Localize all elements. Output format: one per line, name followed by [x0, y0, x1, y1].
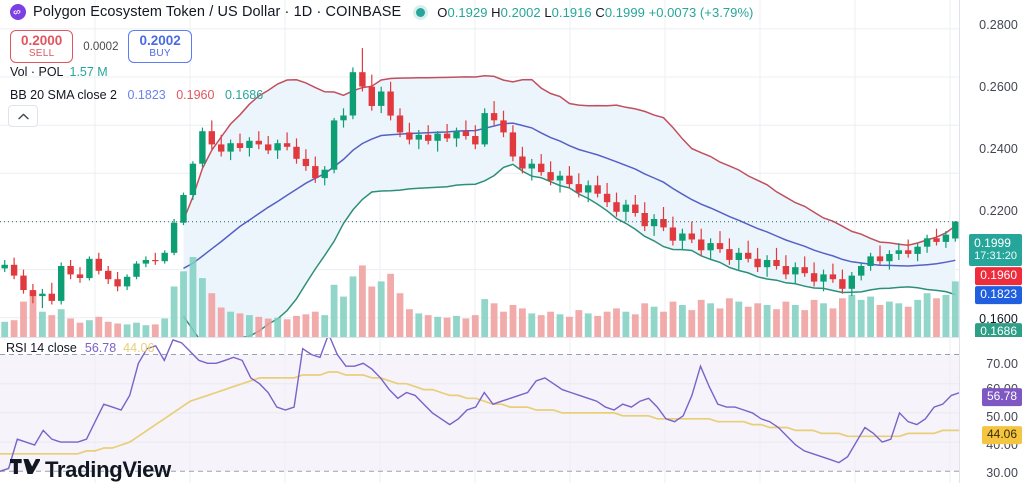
bb-upper-badge[interactable]: 0.1960	[975, 267, 1022, 285]
axis-divider	[959, 0, 960, 483]
tradingview-logo-icon	[10, 457, 41, 481]
price-axis[interactable]: 0.2800 0.2600 0.2400 0.2200 0.1600 0.199…	[960, 0, 1024, 372]
symbol-title[interactable]: Polygon Ecosystem Token / US Dollar · 1D…	[33, 4, 402, 20]
price-pane[interactable]	[0, 0, 960, 349]
market-open-dot	[416, 7, 426, 17]
rsi-value-badge[interactable]: 56.78	[981, 388, 1022, 406]
rsi-tick: 50.00	[986, 410, 1018, 424]
rsi-legend-label: RSI 14 close	[6, 341, 77, 355]
collapse-legend-button[interactable]	[8, 105, 38, 127]
bollinger-legend[interactable]: BB 20 SMA close 2 0.1823 0.1960 0.1686	[10, 88, 263, 102]
spread-value: 0.0002	[83, 40, 119, 53]
rsi-ma-legend-value: 44.06	[123, 341, 155, 355]
buy-button[interactable]: 0.2002 BUY	[128, 30, 192, 64]
ohlc-values: O0.1929 H0.2002 L0.1916 C0.1999 +0.0073 …	[437, 5, 753, 20]
bb-lower-badge[interactable]: 0.1686	[975, 323, 1022, 341]
price-tick: 0.2600	[979, 80, 1018, 94]
rsi-legend[interactable]: RSI 14 close 56.78 44.06	[6, 341, 154, 355]
rsi-tick: 30.00	[986, 466, 1018, 480]
rsi-tick: 70.00	[986, 357, 1018, 371]
last-price-countdown: 17:31:20	[974, 250, 1017, 263]
last-price-value: 0.1999	[974, 235, 1011, 250]
bollinger-upper-value: 0.1960	[176, 88, 215, 102]
watermark-text: TradingView	[45, 457, 171, 483]
bb-basis-badge[interactable]: 0.1823	[975, 286, 1022, 304]
low-value: 0.1916	[551, 4, 592, 20]
open-value: 0.1929	[447, 4, 488, 20]
volume-legend[interactable]: Vol · POL 1.57 M	[10, 65, 108, 79]
pane-divider	[0, 337, 1024, 338]
last-price-badge[interactable]: 0.1999 17:31:20	[969, 233, 1022, 267]
price-chart-canvas[interactable]	[0, 0, 960, 349]
buy-label: BUY	[149, 48, 171, 60]
low-key: L	[544, 4, 552, 20]
rsi-chart-canvas[interactable]	[0, 332, 961, 483]
rsi-legend-value: 56.78	[84, 341, 117, 355]
volume-legend-label: Vol · POL	[10, 65, 64, 79]
sell-button[interactable]: 0.2000 SELL	[10, 30, 74, 64]
polygon-token-icon	[10, 4, 26, 20]
volume-legend-value: 1.57 M	[69, 65, 108, 79]
bollinger-legend-label: BB 20 SMA close 2	[10, 88, 118, 102]
rsi-pane[interactable]	[0, 332, 961, 483]
high-value: 0.2002	[500, 4, 541, 20]
close-key: C	[595, 4, 605, 20]
watermark: TradingView	[10, 457, 171, 481]
price-tick: 0.2200	[979, 204, 1018, 218]
change-value: +0.0073 (+3.79%)	[648, 4, 754, 20]
price-tick: 0.1600	[979, 312, 1018, 326]
trade-panel: 0.2000 SELL 0.0002 0.2002 BUY	[10, 30, 192, 64]
bollinger-basis-value: 0.1823	[127, 88, 166, 102]
rsi-ma-badge[interactable]: 44.06	[981, 426, 1022, 444]
sell-label: SELL	[28, 48, 55, 60]
sell-price: 0.2000	[21, 33, 63, 48]
rsi-axis[interactable]: 70.00 60.00 50.00 40.00 30.00 56.78 44.0…	[960, 337, 1024, 483]
bollinger-lower-value: 0.1686	[224, 88, 264, 102]
chart-legend-header: Polygon Ecosystem Token / US Dollar · 1D…	[10, 4, 753, 20]
open-key: O	[437, 4, 448, 20]
high-key: H	[491, 4, 501, 20]
price-tick: 0.2400	[979, 142, 1018, 156]
buy-price: 0.2002	[139, 33, 181, 48]
close-value: 0.1999	[604, 4, 645, 20]
chevron-up-icon	[17, 113, 29, 120]
price-tick: 0.2800	[979, 18, 1018, 32]
